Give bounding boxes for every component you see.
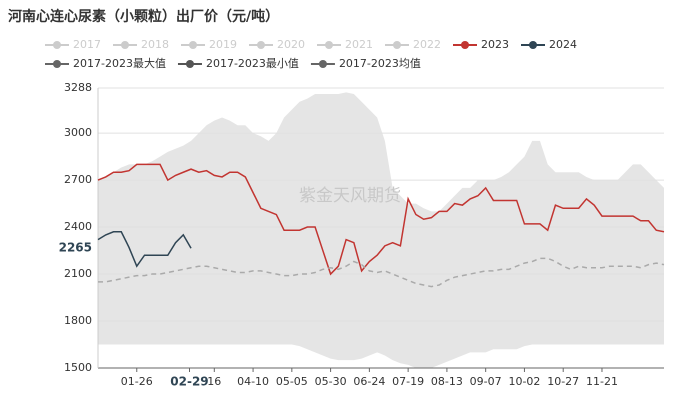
x-tick-label: 10-02 (508, 375, 540, 388)
y-tick-label: 1800 (64, 314, 92, 327)
x-tick-label: 05-30 (315, 375, 347, 388)
chart-title: 河南心连心尿素（小颗粒）出厂价（元/吨） (8, 8, 279, 25)
value-label: 2265 (59, 241, 92, 255)
value-label-box (56, 240, 96, 257)
x-tick-label: 16 (207, 375, 221, 388)
x-tick-label: 09-07 (470, 375, 502, 388)
legend-dot (53, 41, 61, 49)
legend-label: 2017-2023最小值 (206, 57, 299, 70)
legend-item[interactable]: 2020 (249, 38, 305, 51)
legend-dot (318, 60, 327, 68)
legend-item[interactable]: 2022 (385, 38, 441, 51)
x-tick-label: 02-29 (170, 375, 208, 389)
y-tick-label: 2100 (64, 267, 92, 280)
x-tick-label: 10-27 (547, 375, 579, 388)
x-tick-label: 04-10 (237, 375, 269, 388)
legend-item[interactable]: 2017-2023最大值 (45, 56, 166, 70)
series-line (97, 231, 192, 268)
legend-dot (529, 41, 537, 49)
legend-item[interactable]: 2024 (521, 38, 577, 51)
legend-label: 2019 (209, 38, 237, 51)
legend-label: 2018 (141, 38, 169, 51)
legend-item[interactable]: 2017-2023均值 (310, 57, 421, 70)
x-tick-label: 08-13 (431, 375, 463, 388)
legend-item[interactable]: 2017 (45, 38, 101, 51)
series-line (98, 257, 665, 288)
legend-dot (325, 41, 333, 49)
legend-label: 2020 (277, 38, 305, 51)
x-tick-label: 05-05 (276, 375, 308, 388)
legend-dot (393, 41, 401, 49)
y-tick-label: 1500 (64, 361, 92, 374)
y-tick-label: 3000 (64, 126, 92, 139)
legend-dot (121, 41, 129, 49)
y-tick-label: 3288 (64, 81, 92, 94)
legend-label: 2017 (73, 38, 101, 51)
legend-label: 2023 (481, 38, 509, 51)
legend-item[interactable]: 2017-2023最小值 (177, 57, 299, 70)
legend-dot (185, 60, 194, 68)
legend-dot (461, 41, 469, 49)
legend-dot (189, 41, 197, 49)
legend-item[interactable]: 2018 (113, 38, 169, 51)
range-band (98, 92, 664, 368)
y-tick-label: 2400 (64, 220, 92, 233)
legend-dot (53, 60, 61, 68)
watermark: 紫金天风期货 (299, 186, 401, 206)
y-tick-label: 2700 (64, 173, 92, 186)
legend-label: 2017-2023均值 (339, 57, 421, 70)
x-tick-label: 11-21 (586, 375, 618, 388)
x-tick-label: 01-26 (121, 375, 153, 388)
legend-label: 2022 (413, 38, 441, 51)
legend-item[interactable]: 2019 (181, 38, 237, 51)
legend-label: 2017-2023最大值 (73, 56, 166, 70)
legend-label: 2024 (549, 38, 577, 51)
x-tick-label: 07-19 (392, 375, 424, 388)
legend-label: 2021 (345, 38, 373, 51)
legend-item[interactable]: 2021 (317, 38, 373, 51)
x-tick-label: 06-24 (353, 375, 385, 388)
legend-dot (257, 41, 265, 49)
series-line (97, 163, 665, 276)
legend-item[interactable]: 2023 (453, 38, 509, 51)
